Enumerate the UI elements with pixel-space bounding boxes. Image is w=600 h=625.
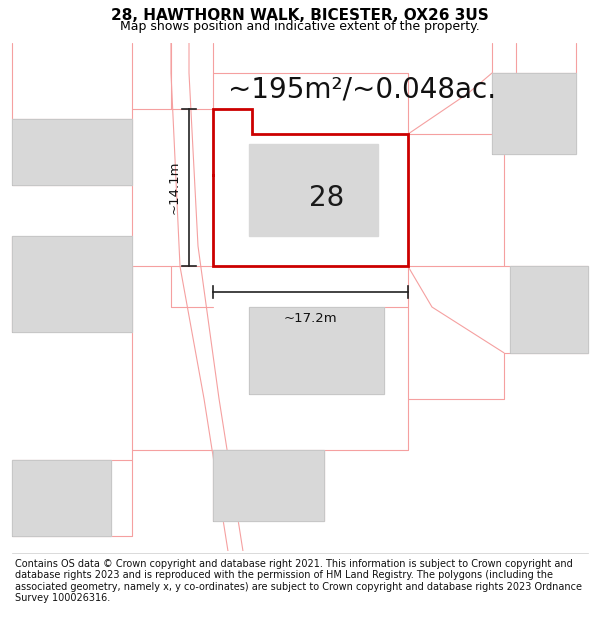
Text: 28, HAWTHORN WALK, BICESTER, OX26 3US: 28, HAWTHORN WALK, BICESTER, OX26 3US [111,9,489,24]
Polygon shape [510,266,588,353]
Text: ~14.1m: ~14.1m [167,161,181,214]
Text: 28: 28 [310,184,344,212]
Text: ~17.2m: ~17.2m [284,312,337,325]
Polygon shape [12,459,111,536]
Polygon shape [12,236,132,332]
Polygon shape [249,307,384,394]
Polygon shape [213,449,324,521]
Text: Map shows position and indicative extent of the property.: Map shows position and indicative extent… [120,20,480,33]
Text: Contains OS data © Crown copyright and database right 2021. This information is : Contains OS data © Crown copyright and d… [15,559,582,603]
Text: ~195m²/~0.048ac.: ~195m²/~0.048ac. [228,76,496,104]
Polygon shape [492,73,576,154]
Polygon shape [12,119,132,185]
Polygon shape [249,144,378,236]
